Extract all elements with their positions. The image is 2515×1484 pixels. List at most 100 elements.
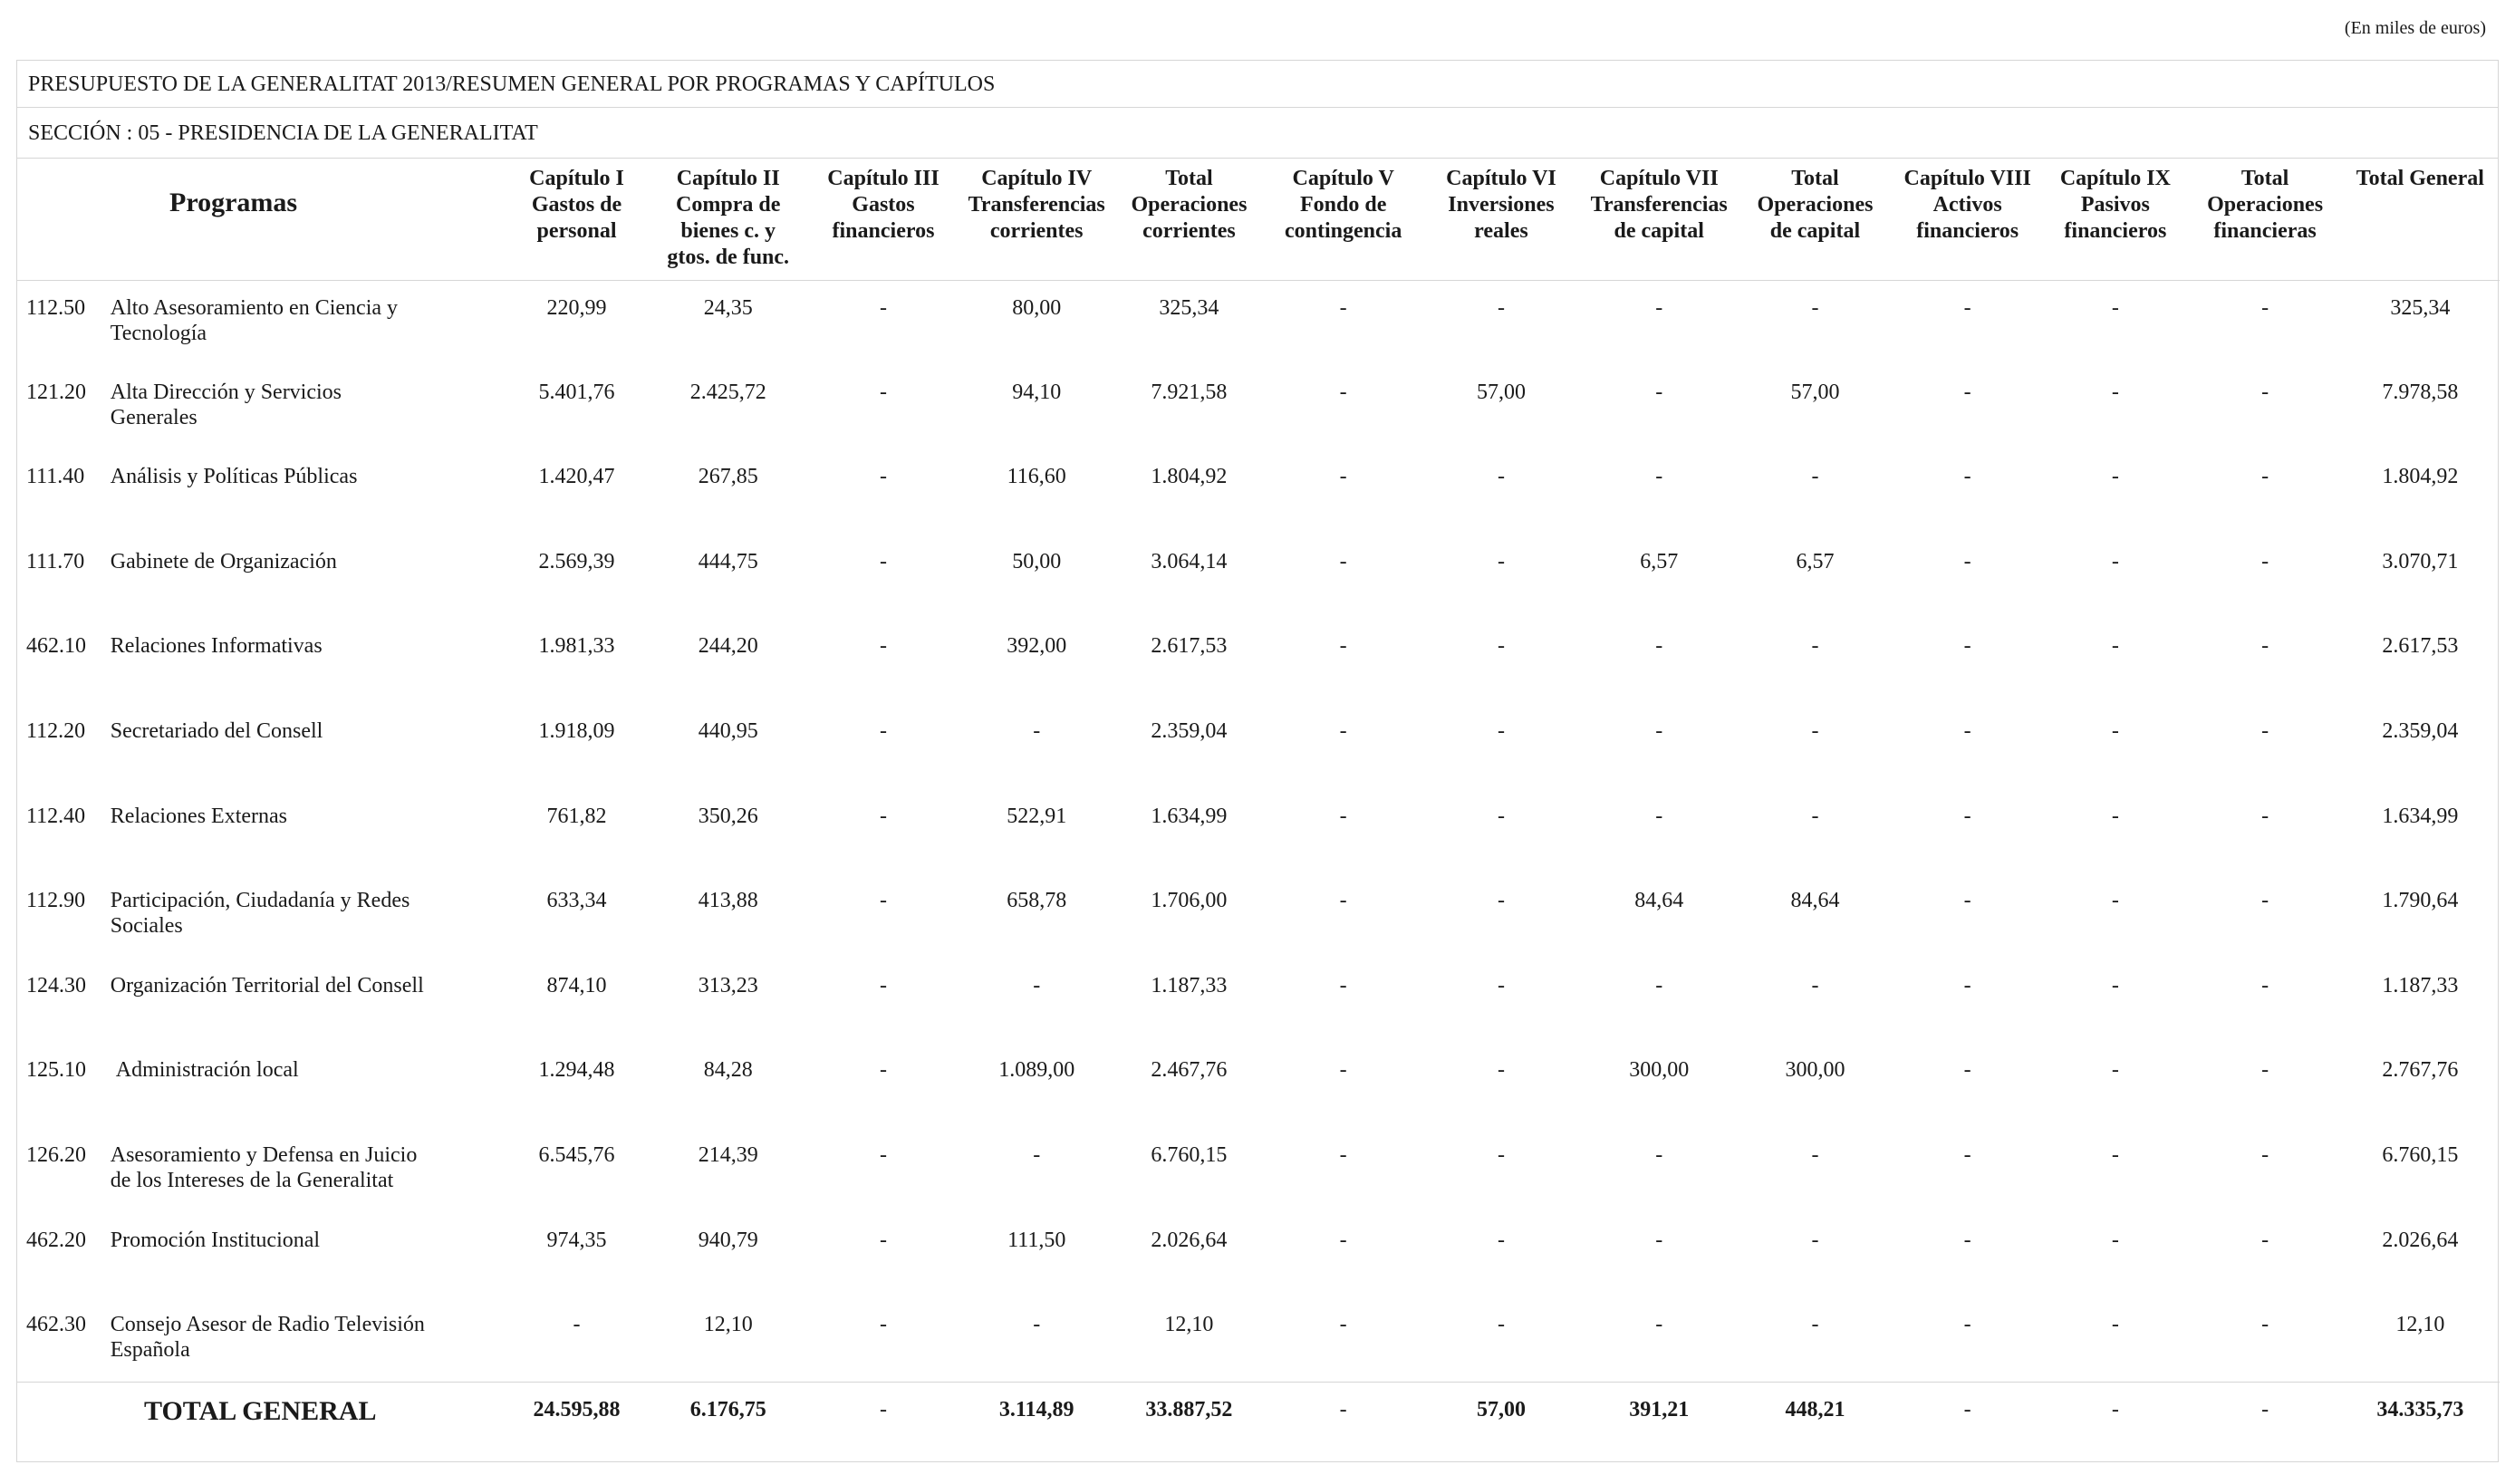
- value-cell: -: [573, 1313, 581, 1337]
- program-code: 462.20: [26, 1228, 86, 1252]
- table-row: 462.20 Promoción Institucional 974,35 940,7…: [17, 1213, 2500, 1298]
- program-name: Consejo Asesor de Radio Televisión Españo…: [110, 1313, 425, 1363]
- table-row: 112.50 Alto Asesoramiento en Ciencia y Tec…: [17, 280, 2500, 365]
- total-value-cell: 33.887,52: [1112, 1382, 1267, 1446]
- value-cell: 444,75: [698, 549, 758, 573]
- value-cell: -: [1339, 889, 1347, 913]
- value-cell: 1.187,33: [1151, 973, 1228, 997]
- value-cell: 1.918,09: [538, 718, 615, 743]
- value-cell: -: [1497, 1058, 1505, 1083]
- value-cell: -: [1339, 465, 1347, 489]
- header-capitulo-viii: Capítulo VIII Activos financieros: [1893, 159, 2042, 281]
- program-code: 112.50: [26, 295, 86, 320]
- value-cell: -: [879, 804, 887, 828]
- total-value-cell: 448,21: [1736, 1382, 1894, 1446]
- total-value-cell: 391,21: [1581, 1382, 1737, 1446]
- program-name: Organización Territorial del Consell: [110, 973, 424, 997]
- value-cell: -: [1963, 718, 1971, 743]
- value-cell: 3.064,14: [1151, 549, 1228, 573]
- value-cell: -: [1497, 634, 1505, 659]
- value-cell: -: [879, 1228, 887, 1252]
- value-cell: 1.089,00: [998, 1058, 1075, 1083]
- value-cell: -: [879, 634, 887, 659]
- table-row: 121.20 Alta Dirección y Servicios Generale…: [17, 365, 2500, 450]
- program-name: Secretariado del Consell: [110, 718, 323, 743]
- value-cell: -: [1811, 1313, 1819, 1337]
- value-cell: 2.425,72: [689, 380, 766, 404]
- value-cell: -: [879, 1142, 887, 1167]
- value-cell: -: [1811, 1142, 1819, 1167]
- value-cell: -: [1497, 295, 1505, 320]
- program-name: Relaciones Externas: [110, 804, 288, 828]
- program-name: Participación, Ciudadanía y Redes Sociale…: [110, 889, 410, 939]
- header-total-op-financieras: Total Operaciones financieras: [2189, 159, 2341, 281]
- program-code: 111.40: [26, 465, 85, 489]
- value-cell: -: [1497, 889, 1505, 913]
- value-cell: 84,28: [703, 1058, 753, 1083]
- header-capitulo-ii: Capítulo II Compra de bienes c. y gtos. de …: [650, 159, 806, 281]
- value-cell: -: [2261, 634, 2269, 659]
- value-cell: 50,00: [1012, 549, 1062, 573]
- value-cell: -: [879, 889, 887, 913]
- total-value-cell: -: [1893, 1382, 2042, 1446]
- program-name: Gabinete de Organización: [110, 549, 337, 573]
- total-value-cell: 3.114,89: [960, 1382, 1113, 1446]
- value-cell: -: [1655, 1313, 1663, 1337]
- value-cell: -: [1963, 1228, 1971, 1252]
- value-cell: -: [1339, 1313, 1347, 1337]
- value-cell: -: [2261, 1058, 2269, 1083]
- value-cell: 7.921,58: [1151, 380, 1228, 404]
- value-cell: -: [1497, 465, 1505, 489]
- value-cell: 300,00: [1785, 1058, 1845, 1083]
- program-name: Alto Asesoramiento en Ciencia y Tecnologí…: [110, 295, 399, 345]
- value-cell: 2.617,53: [2382, 634, 2459, 659]
- header-total-general: Total General: [2340, 159, 2500, 281]
- value-cell: 1.790,64: [2382, 889, 2459, 913]
- value-cell: -: [1811, 465, 1819, 489]
- table-header-row: Programas Capítulo I Gastos de personal Ca…: [17, 159, 2500, 281]
- value-cell: -: [879, 465, 887, 489]
- value-cell: 267,85: [698, 465, 758, 489]
- value-cell: -: [1655, 465, 1663, 489]
- total-value-cell: -: [805, 1382, 961, 1446]
- header-total-op-capital: Total Operaciones de capital: [1736, 159, 1894, 281]
- value-cell: 2.359,04: [2382, 718, 2459, 743]
- value-cell: -: [2111, 465, 2119, 489]
- value-cell: 214,39: [698, 1142, 758, 1167]
- value-cell: -: [2111, 380, 2119, 404]
- program-code: 111.70: [26, 549, 85, 573]
- value-cell: -: [1655, 295, 1663, 320]
- value-cell: -: [1497, 1313, 1505, 1337]
- value-cell: -: [1963, 1313, 1971, 1337]
- value-cell: -: [1339, 1228, 1347, 1252]
- value-cell: 3.070,71: [2382, 549, 2459, 573]
- value-cell: -: [2261, 1142, 2269, 1167]
- value-cell: -: [1963, 634, 1971, 659]
- value-cell: 2.767,76: [2382, 1058, 2459, 1083]
- value-cell: -: [2261, 718, 2269, 743]
- value-cell: -: [2261, 889, 2269, 913]
- total-value-cell: 57,00: [1421, 1382, 1582, 1446]
- value-cell: 1.981,33: [538, 634, 615, 659]
- program-name: Relaciones Informativas: [110, 634, 323, 659]
- value-cell: -: [1811, 973, 1819, 997]
- value-cell: -: [2261, 973, 2269, 997]
- value-cell: -: [1497, 718, 1505, 743]
- value-cell: 350,26: [698, 804, 758, 828]
- value-cell: -: [1339, 634, 1347, 659]
- table-body: 112.50 Alto Asesoramiento en Ciencia y Tec…: [17, 280, 2500, 1383]
- table-row: 125.10 Administración local 1.294,48 84,28…: [17, 1043, 2500, 1128]
- value-cell: -: [1963, 380, 1971, 404]
- program-name: Asesoramiento y Defensa en Juicio de los …: [110, 1142, 418, 1192]
- value-cell: 84,64: [1790, 889, 1840, 913]
- value-cell: -: [1811, 295, 1819, 320]
- program-code: 112.20: [26, 718, 86, 743]
- value-cell: 940,79: [698, 1228, 758, 1252]
- program-name: Alta Dirección y Servicios Generales: [110, 380, 342, 429]
- table-row: 112.40 Relaciones Externas 761,82 350,26 - 52…: [17, 789, 2500, 874]
- value-cell: 111,50: [1007, 1228, 1066, 1252]
- value-cell: 1.294,48: [538, 1058, 615, 1083]
- value-cell: -: [1963, 1142, 1971, 1167]
- value-cell: -: [2111, 1142, 2119, 1167]
- value-cell: 116,60: [1007, 465, 1066, 489]
